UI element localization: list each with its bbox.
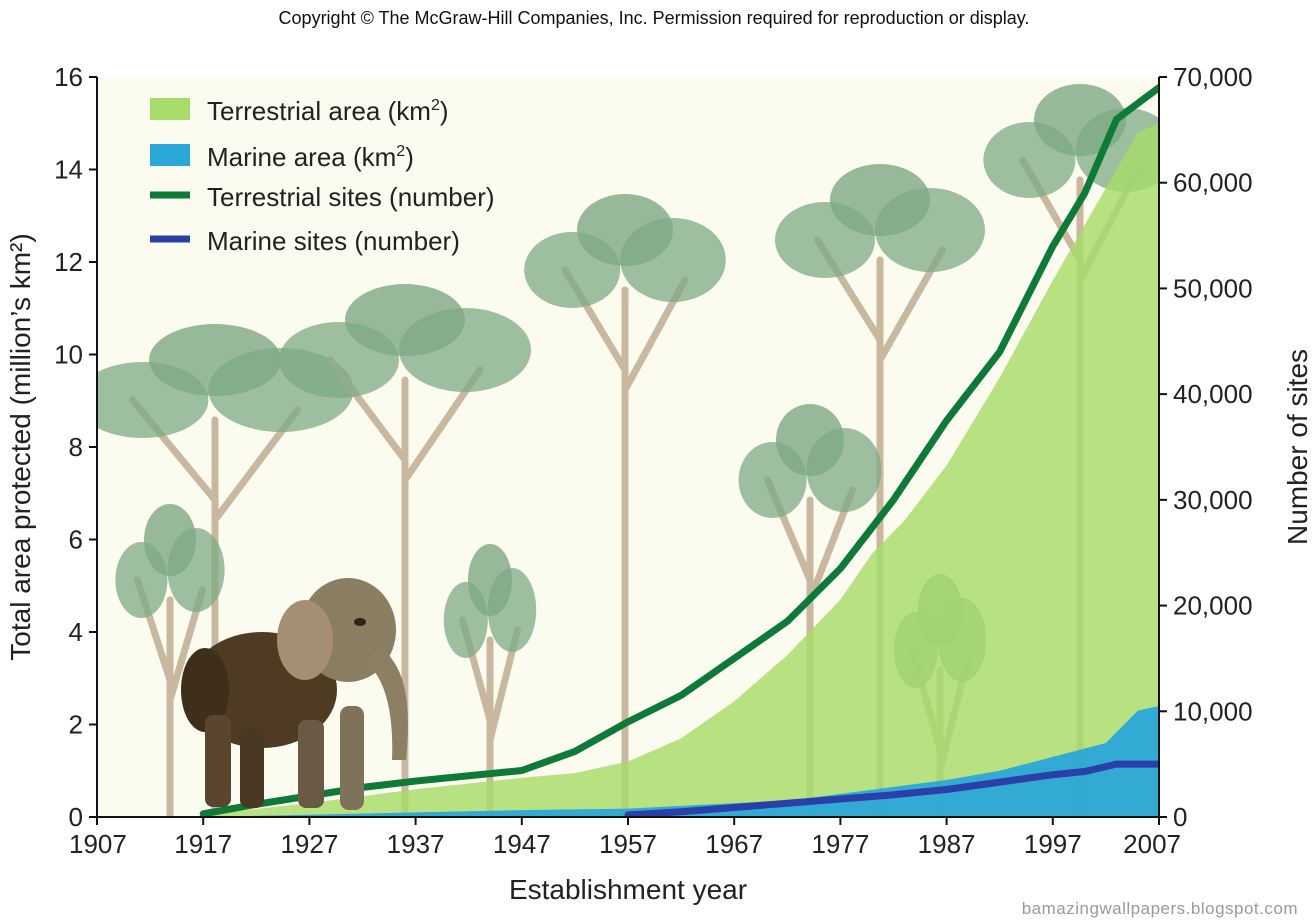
x-tick-label: 1977 [811,829,869,859]
terrestrial-sites-line [199,84,1159,817]
y-axis-left-title: Total area protected (million’s km²) [5,233,36,660]
marine-sites-line [624,760,1159,817]
legend-label: Terrestrial area (km2) [207,96,449,126]
x-tick-label: 1967 [705,829,763,859]
tree-7 [443,544,537,817]
y-right-tick-label: 60,000 [1173,168,1253,198]
tree-8 [115,504,225,817]
y-left-tick-label: 0 [69,802,83,832]
y-axis-right-title: Number of sites [1282,349,1312,545]
y-left-tick-label: 14 [54,155,83,185]
y-right-tick-label: 40,000 [1173,379,1253,409]
legend-item-marine-sites: Marine sites (number) [150,226,460,256]
y-right-tick-label: 50,000 [1173,273,1253,303]
elephant-illustration [181,578,408,810]
x-tick-label: 1937 [387,829,445,859]
y-right-tick-label: 20,000 [1173,591,1253,621]
x-tick-label: 1947 [493,829,551,859]
legend-label: Marine sites (number) [207,226,460,256]
x-tick-label: 2007 [1123,829,1181,859]
series-marine-sites [624,760,1159,817]
y-left-tick-label: 6 [69,525,83,555]
tree-3 [524,194,726,817]
y-left-tick-label: 12 [54,247,83,277]
x-tick-label: 1957 [599,829,657,859]
y-left-tick-label: 2 [69,710,83,740]
tree-4 [775,164,985,817]
x-tick-label: 1917 [174,829,232,859]
copyright-notice: Copyright © The McGraw-Hill Companies, I… [279,8,1030,28]
x-tick-label: 1927 [280,829,338,859]
y-left-tick-label: 4 [69,617,83,647]
y-left-tick-label: 8 [69,432,83,462]
tree-6 [738,404,882,817]
legend-swatch [150,144,190,166]
x-tick-label: 1987 [918,829,976,859]
y-left-tick-label: 16 [54,62,83,92]
terrestrial-area-fill [203,123,1159,817]
legend-label: Marine area (km2) [207,142,414,172]
y-left-tick-label: 10 [54,340,83,370]
legend-label: Terrestrial sites (number) [207,182,495,212]
watermark-text: bamazingwallpapers.blogspot.com [1022,899,1298,918]
x-tick-label: 1907 [69,829,127,859]
legend-item-marine-area: Marine area (km2) [150,142,414,172]
x-tick-label: 1997 [1024,829,1082,859]
legend-item-terrestrial-sites: Terrestrial sites (number) [150,182,495,212]
x-axis-title: Establishment year [509,874,747,905]
legend-swatch [150,98,190,120]
y-right-tick-label: 70,000 [1173,62,1253,92]
y-right-tick-label: 10,000 [1173,696,1253,726]
legend-item-terrestrial-area: Terrestrial area (km2) [150,96,449,126]
series-terrestrial-sites [199,84,1159,817]
y-right-tick-label: 30,000 [1173,485,1253,515]
y-right-tick-label: 0 [1173,802,1187,832]
